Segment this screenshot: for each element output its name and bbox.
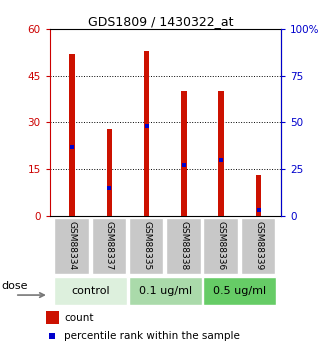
FancyBboxPatch shape [54,218,89,274]
Text: GSM88335: GSM88335 [142,221,151,270]
FancyBboxPatch shape [241,218,275,274]
FancyBboxPatch shape [129,218,163,274]
FancyBboxPatch shape [203,218,238,274]
Bar [181,91,187,216]
Text: dose: dose [1,281,28,291]
Bar [256,175,261,216]
Text: GSM88337: GSM88337 [105,221,114,270]
Text: GDS1809 / 1430322_at: GDS1809 / 1430322_at [88,16,233,29]
Text: GSM88338: GSM88338 [179,221,188,270]
Bar [69,54,75,216]
Bar [107,129,112,216]
Text: control: control [72,286,110,296]
Text: percentile rank within the sample: percentile rank within the sample [64,331,240,341]
Text: 0.5 ug/ml: 0.5 ug/ml [213,286,266,296]
FancyBboxPatch shape [166,218,201,274]
FancyBboxPatch shape [54,277,127,305]
Bar [218,91,224,216]
Text: GSM88336: GSM88336 [217,221,226,270]
Text: count: count [64,313,94,323]
Text: GSM88334: GSM88334 [68,221,77,270]
FancyBboxPatch shape [203,277,276,305]
FancyBboxPatch shape [91,218,126,274]
Bar [46,311,59,324]
Text: 0.1 ug/ml: 0.1 ug/ml [139,286,192,296]
FancyBboxPatch shape [129,277,202,305]
Text: GSM88339: GSM88339 [254,221,263,270]
Bar [144,51,150,216]
